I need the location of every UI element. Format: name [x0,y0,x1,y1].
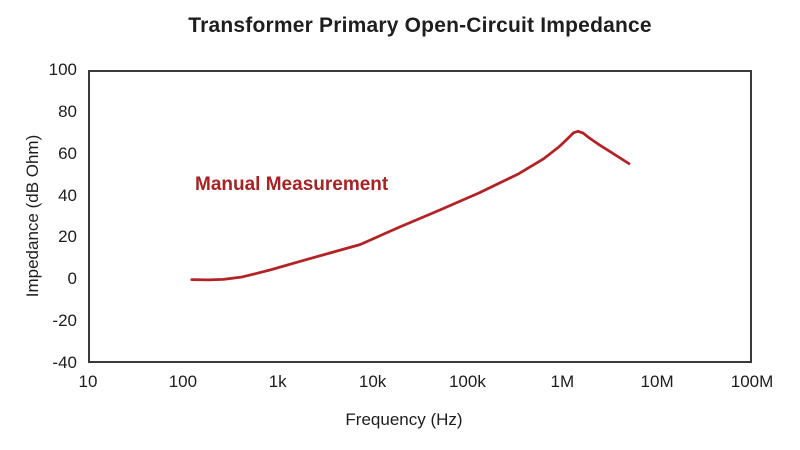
y-tick-label: 20 [58,227,77,247]
x-tick-label: 100k [448,372,486,391]
y-tick-label: -20 [52,311,77,331]
y-tick-label: 0 [67,269,77,289]
chart-title: Transformer Primary Open-Circuit Impedan… [188,14,652,37]
series-label: Manual Measurement [195,174,389,195]
y-tick-label: 80 [58,101,77,121]
y-tick-label: 60 [58,143,77,163]
measurement-line [190,129,631,282]
plot-area: Manual Measurement [88,70,752,363]
y-tick-label: 40 [58,185,77,205]
y-tick-label: -40 [52,353,77,372]
y-axis-ticks: 100 80 60 40 20 0 -20 -40 [0,60,79,372]
x-tick-label: 100 [168,372,198,391]
x-tick-label: 10M [640,372,674,391]
x-tick-label: 100M [730,372,774,391]
x-axis-ticks: 10 100 1k 10k 100k 1M 10M 100M [79,372,774,394]
y-tick-label: 100 [48,60,77,79]
x-axis-title: Frequency (Hz) [345,410,463,429]
x-tick-label: 1k [268,372,287,391]
x-tick-label: 10k [358,372,387,391]
impedance-curve [190,129,631,282]
x-tick-label: 1M [550,372,575,391]
x-tick-label: 10 [78,372,98,391]
